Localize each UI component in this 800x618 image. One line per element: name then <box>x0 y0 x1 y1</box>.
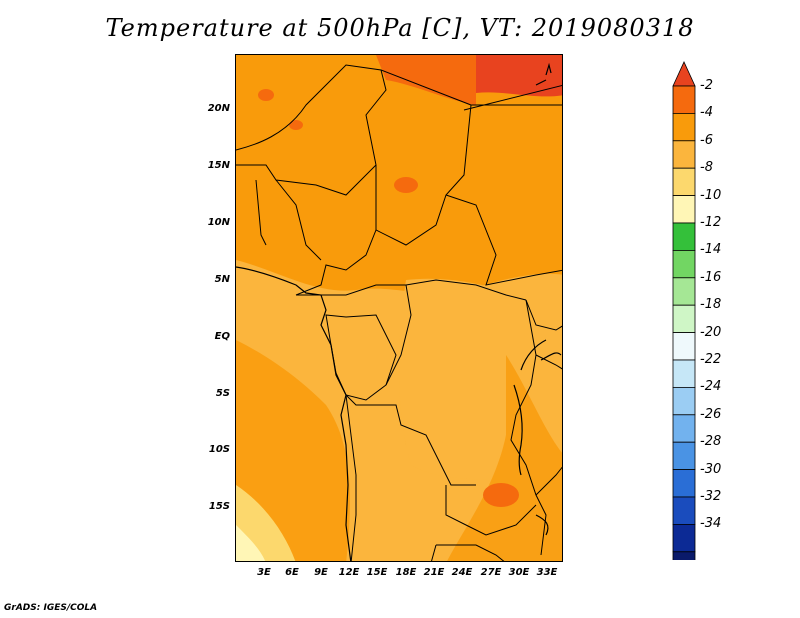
colorbar-label: -14 <box>700 242 722 258</box>
colorbar-segments <box>672 61 696 560</box>
colorbar-box <box>672 113 696 142</box>
colorbar-box <box>672 496 696 525</box>
field-blob-2 <box>258 89 274 101</box>
colorbar-triangle-top <box>672 61 696 87</box>
colorbar-label: -10 <box>700 187 722 203</box>
colorbar-label: -32 <box>700 489 722 504</box>
lon-label-15e: 15E <box>366 567 388 578</box>
field-fill-north-warm <box>376 55 476 105</box>
colorbar-label: -26 <box>700 406 722 422</box>
country-borders <box>236 64 562 561</box>
lakes <box>513 62 562 536</box>
colorbar-label: -6 <box>700 132 713 148</box>
colorbar-box <box>672 195 696 224</box>
field-blob-3 <box>289 120 303 130</box>
field-fill-east <box>447 355 562 561</box>
field-fill-northeast-hot <box>466 55 562 97</box>
lat-label-10n: 10N <box>207 217 230 228</box>
map-panel <box>235 54 563 562</box>
colorbar-box <box>672 414 696 443</box>
coastline <box>236 266 352 561</box>
colorbar-box <box>672 277 696 306</box>
colorbar-label: -24 <box>700 379 722 395</box>
colorbar-box <box>672 167 696 196</box>
field-fill-north <box>236 55 562 295</box>
colorbar-box <box>672 222 696 251</box>
colorbar-box <box>672 85 696 114</box>
lon-label-33e: 33E <box>536 567 558 578</box>
footer-credit: GrADS: IGES/COLA <box>4 603 98 613</box>
chart-title: Temperature at 500hPa [C], VT: 201908031… <box>105 14 695 42</box>
field-fill-southwest-coolest <box>236 525 266 561</box>
colorbar <box>672 61 696 560</box>
colorbar-box <box>672 469 696 498</box>
lat-label-5n: 5N <box>214 274 230 285</box>
lon-label-9e: 9E <box>314 567 328 578</box>
lat-label-15n: 15N <box>207 160 230 171</box>
colorbar-box <box>672 359 696 388</box>
colorbar-label: -30 <box>700 461 722 477</box>
colorbar-box <box>672 332 696 361</box>
colorbar-box <box>672 304 696 333</box>
lon-label-27e: 27E <box>480 567 502 578</box>
colorbar-box <box>672 386 696 416</box>
lat-label-10s: 10S <box>208 444 230 455</box>
lon-label-3e: 3E <box>257 567 271 578</box>
colorbar-label: -8 <box>700 160 713 176</box>
colorbar-box <box>672 551 696 560</box>
colorbar-label: -34 <box>700 516 722 532</box>
temperature-field <box>236 55 562 561</box>
colorbar-box <box>672 249 696 279</box>
field-fill-southwest <box>236 340 350 561</box>
colorbar-label: -4 <box>700 105 713 121</box>
field-blob-1 <box>394 177 418 193</box>
lat-label-5s: 5S <box>215 388 230 399</box>
lat-label-15s: 15S <box>208 501 230 512</box>
colorbar-label: -22 <box>700 352 722 367</box>
colorbar-label: -16 <box>700 269 722 285</box>
colorbar-box <box>672 523 696 553</box>
lat-label-eq: EQ <box>214 331 230 342</box>
field-fill-central <box>399 278 526 485</box>
lon-label-6e: 6E <box>285 567 299 578</box>
field-blob-4 <box>483 483 519 507</box>
colorbar-label: -28 <box>700 434 722 450</box>
colorbar-box <box>672 140 696 169</box>
colorbar-label: -12 <box>700 215 722 230</box>
lon-label-30e: 30E <box>508 567 530 578</box>
lon-label-21e: 21E <box>423 567 445 578</box>
lon-label-18e: 18E <box>395 567 417 578</box>
lon-label-24e: 24E <box>451 567 473 578</box>
colorbar-label: -20 <box>700 324 722 340</box>
lon-label-12e: 12E <box>338 567 360 578</box>
colorbar-label: -18 <box>700 297 722 313</box>
colorbar-box <box>672 441 696 471</box>
lat-label-20n: 20N <box>207 103 230 114</box>
colorbar-label: -2 <box>700 78 713 93</box>
